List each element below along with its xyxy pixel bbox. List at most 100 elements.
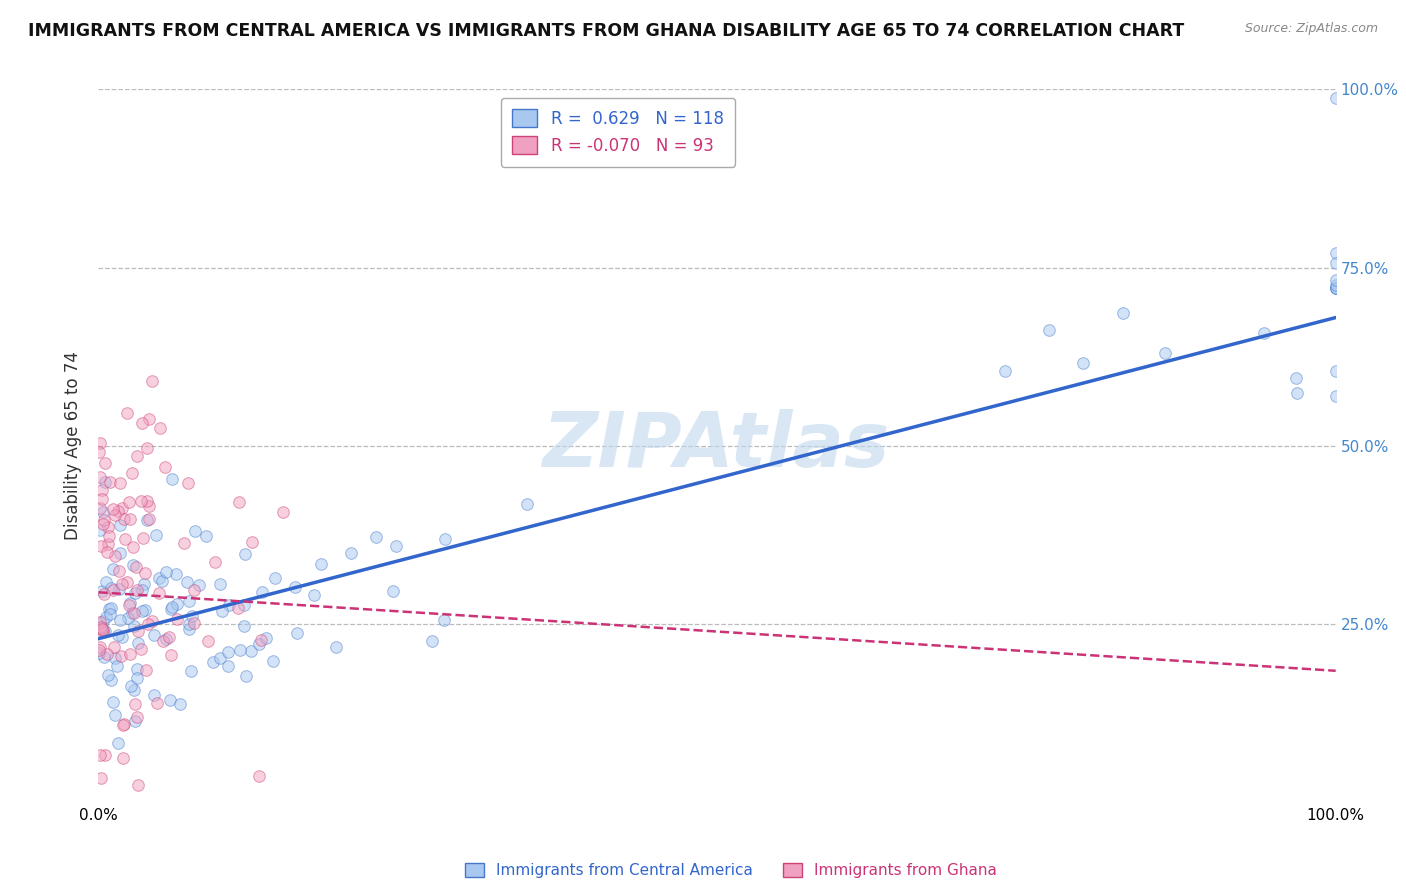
Point [89,615,111,629]
Point [94,747,117,762]
Point [121,466,143,480]
Point [233,547,256,561]
Point [146,697,169,711]
Point [127,624,149,639]
Point [124,586,146,600]
Point [250,633,273,648]
Point [89,747,111,762]
Text: Source: ZipAtlas.com: Source: ZipAtlas.com [1244,22,1378,36]
Point [183,582,205,597]
Point [254,632,277,646]
Point [217,645,239,659]
Point [121,558,143,572]
Point [111,576,134,591]
Point [166,597,188,611]
Point [157,631,180,645]
Point [208,651,231,665]
Point [121,606,143,620]
Point [132,577,155,591]
Point [91,625,114,640]
Text: ZIPAtlas: ZIPAtlas [543,409,891,483]
Point [110,546,132,560]
Point [89,643,111,657]
Point [136,616,159,631]
Point [136,493,159,508]
Point [184,524,207,538]
Point [1324,281,1347,295]
Point [94,475,117,489]
Point [1038,323,1060,337]
Point [91,505,114,519]
Point [138,499,160,513]
Point [96,647,118,661]
Point [152,634,174,648]
Point [364,530,387,544]
Point [180,664,202,678]
Point [100,601,122,615]
Point [107,582,129,596]
Point [110,648,132,663]
Point [385,540,408,554]
Point [1324,389,1347,403]
Point [107,736,129,750]
Point [104,549,127,564]
Point [1324,281,1347,295]
Point [89,500,111,515]
Point [1285,371,1308,385]
Point [107,504,129,518]
Point [111,630,134,644]
Point [1153,346,1175,360]
Point [233,619,256,633]
Point [247,769,270,783]
Point [115,406,138,420]
Point [134,566,156,580]
Point [1324,256,1347,270]
Point [97,602,120,616]
Point [228,495,250,509]
Point [89,524,111,538]
Point [177,475,200,490]
Point [91,491,114,506]
Point [103,694,125,708]
Point [1324,281,1347,295]
Point [124,606,146,620]
Point [97,520,120,534]
Point [1324,277,1347,292]
Point [381,584,404,599]
Point [160,472,183,486]
Point [131,531,153,545]
Point [284,580,307,594]
Point [1324,245,1347,260]
Point [209,577,232,591]
Point [104,708,127,723]
Point [108,475,131,490]
Point [91,517,114,532]
Point [97,536,120,550]
Point [148,571,170,585]
Point [1286,385,1309,400]
Point [165,566,187,581]
Point [93,586,115,600]
Point [1253,326,1275,340]
Point [160,602,183,616]
Y-axis label: Disability Age 65 to 74: Disability Age 65 to 74 [65,351,83,541]
Text: IMMIGRANTS FROM CENTRAL AMERICA VS IMMIGRANTS FROM GHANA DISABILITY AGE 65 TO 74: IMMIGRANTS FROM CENTRAL AMERICA VS IMMIG… [28,22,1184,40]
Point [90,540,112,554]
Point [250,585,273,599]
Point [235,669,257,683]
Point [127,710,149,724]
Point [125,559,148,574]
Point [141,614,163,628]
Point [264,571,287,585]
Point [90,620,112,634]
Point [94,610,117,624]
Point [94,624,117,639]
Point [129,493,152,508]
Point [114,532,136,546]
Point [124,714,146,728]
Point [127,671,149,685]
Point [91,623,114,637]
Point [339,546,361,560]
Point [187,578,209,592]
Point [120,512,142,526]
